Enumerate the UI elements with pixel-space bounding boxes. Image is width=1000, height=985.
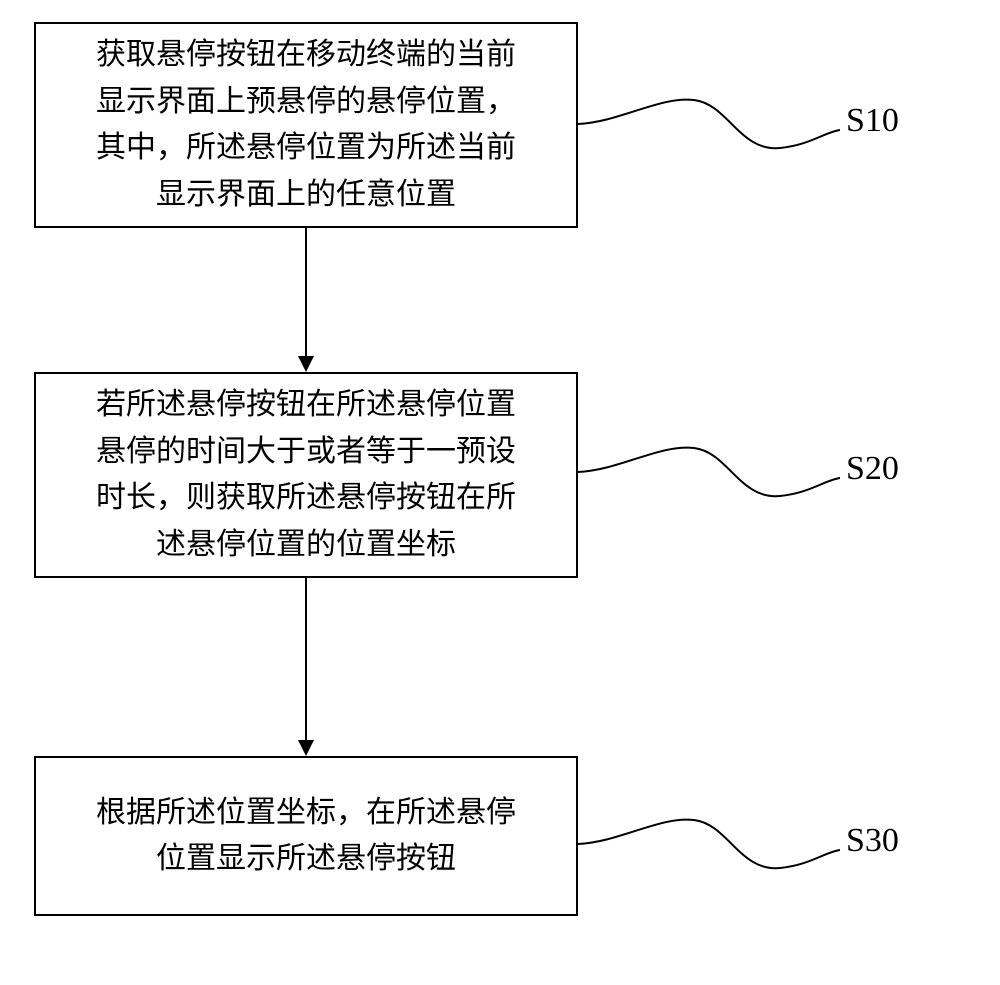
- step-label-s30: S30: [846, 822, 899, 860]
- step-label-s10: S10: [846, 102, 899, 140]
- step-label-s20: S20: [846, 450, 899, 488]
